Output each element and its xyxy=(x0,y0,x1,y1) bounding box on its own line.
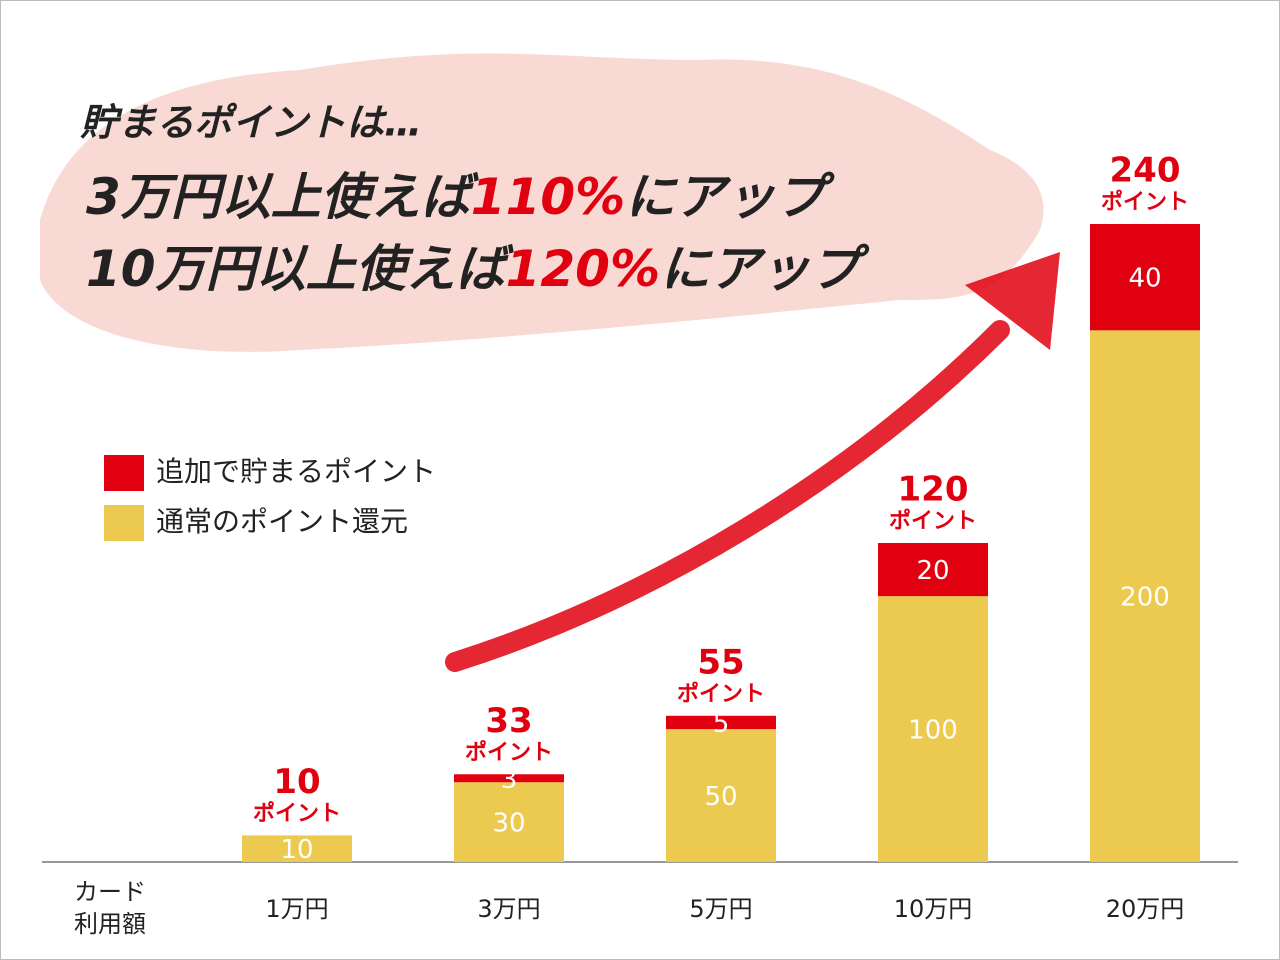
value-label: 5 xyxy=(713,709,730,739)
bar-segment xyxy=(666,729,776,862)
headline-text: 3万円以上使えば xyxy=(86,168,480,226)
legend-swatch xyxy=(104,455,144,491)
value-label: 20 xyxy=(916,556,949,586)
x-tick-label: 5万円 xyxy=(689,895,752,923)
value-label: 50 xyxy=(704,782,737,812)
bar-segment xyxy=(454,782,564,862)
brush-background xyxy=(40,53,1044,352)
total-unit: ポイント xyxy=(253,800,341,826)
total-unit: ポイント xyxy=(1101,189,1189,215)
trend-arrow-head xyxy=(965,252,1060,350)
headline-highlight: 120% xyxy=(506,240,660,298)
bar-segment xyxy=(454,774,564,783)
headline-text: にアップ xyxy=(660,240,870,298)
total-label: 240 xyxy=(1110,151,1181,191)
bar-segment xyxy=(666,715,776,730)
headline-text: にアップ xyxy=(625,168,835,226)
trend-arrow xyxy=(445,320,1010,672)
bar-segment xyxy=(242,835,352,862)
x-tick-label: 1万円 xyxy=(265,895,328,923)
x-tick-label: 20万円 xyxy=(1106,895,1185,923)
value-label: 200 xyxy=(1120,583,1170,613)
legend-label: 通常のポイント還元 xyxy=(156,505,408,538)
total-label: 33 xyxy=(485,701,532,741)
value-label: 100 xyxy=(908,716,958,746)
headline-text: 10万円以上使えば xyxy=(86,240,515,298)
bar-segment xyxy=(1090,330,1200,862)
legend-swatch xyxy=(104,505,144,541)
total-label: 120 xyxy=(898,470,969,510)
legend-label: 追加で貯まるポイント xyxy=(156,455,436,488)
bar-segment xyxy=(1090,224,1200,331)
value-label: 30 xyxy=(492,809,525,839)
bar-segment xyxy=(878,543,988,597)
total-label: 10 xyxy=(273,762,320,802)
x-axis-label: カード xyxy=(74,878,146,906)
headline-intro: 貯まるポイントは… xyxy=(80,101,422,145)
total-unit: ポイント xyxy=(465,739,553,765)
headline-line: 10万円以上使えば120%にアップ xyxy=(86,240,870,298)
x-tick-label: 10万円 xyxy=(894,895,973,923)
total-label: 55 xyxy=(697,642,744,682)
total-unit: ポイント xyxy=(677,681,765,707)
x-axis-label: 利用額 xyxy=(74,910,146,938)
bar-segment xyxy=(878,596,988,862)
headline-line: 3万円以上使えば110%にアップ xyxy=(86,168,835,226)
value-label: 3 xyxy=(501,765,518,795)
total-unit: ポイント xyxy=(889,508,977,534)
value-label: 10 xyxy=(280,835,313,865)
headline-highlight: 110% xyxy=(471,168,625,226)
value-label: 40 xyxy=(1128,264,1161,294)
x-tick-label: 3万円 xyxy=(477,895,540,923)
